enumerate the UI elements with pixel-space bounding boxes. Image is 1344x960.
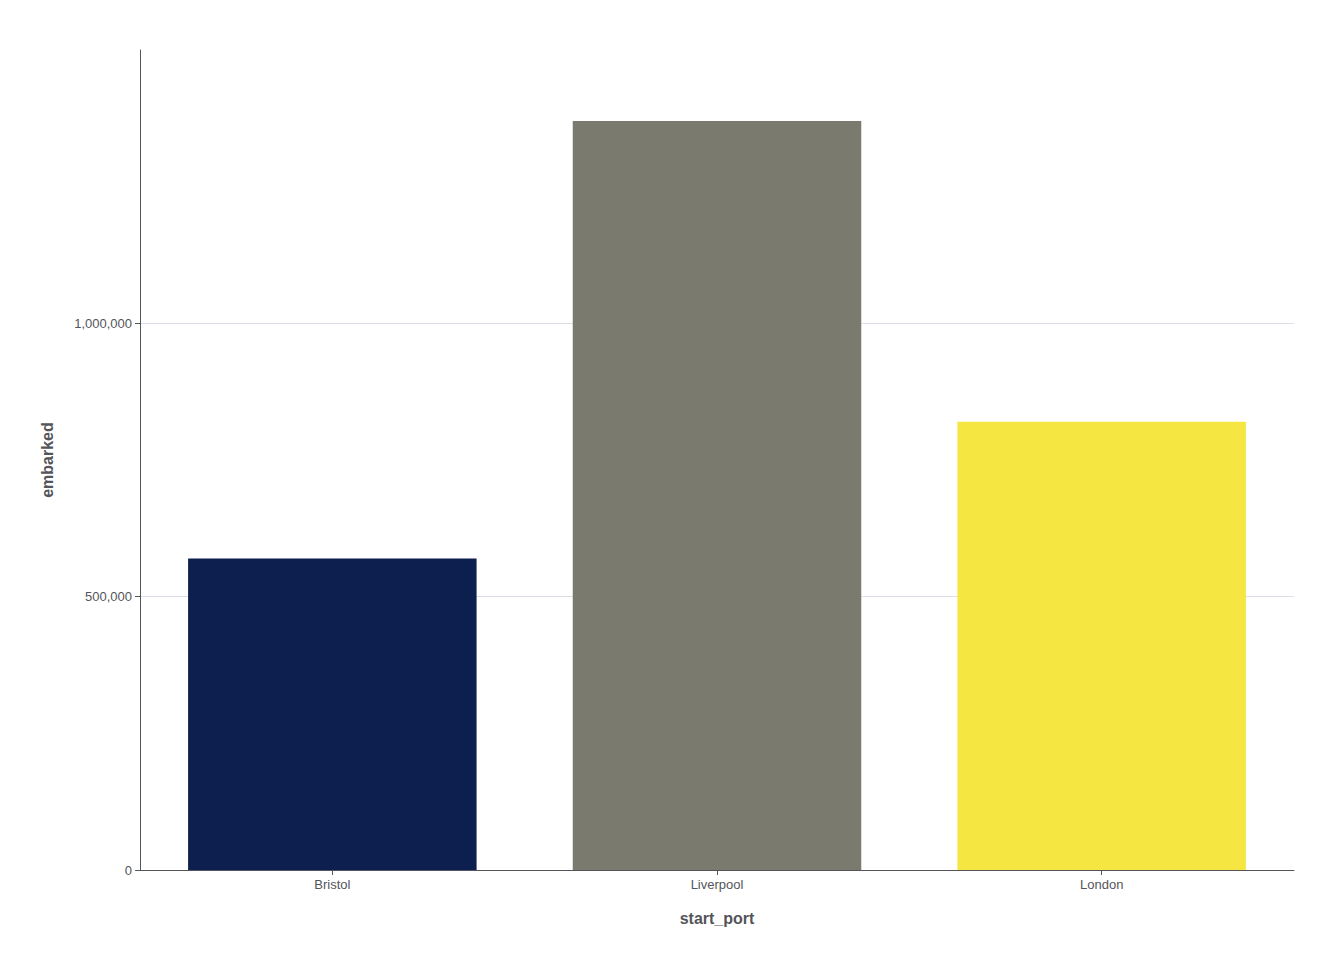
- svg-text:1,000,000: 1,000,000: [74, 316, 132, 331]
- svg-text:embarked: embarked: [39, 422, 56, 498]
- svg-text:start_port: start_port: [680, 910, 755, 927]
- svg-text:500,000: 500,000: [85, 589, 132, 604]
- svg-text:0: 0: [125, 863, 132, 878]
- svg-text:Liverpool: Liverpool: [691, 877, 744, 892]
- svg-text:Bristol: Bristol: [314, 877, 350, 892]
- svg-text:London: London: [1080, 877, 1123, 892]
